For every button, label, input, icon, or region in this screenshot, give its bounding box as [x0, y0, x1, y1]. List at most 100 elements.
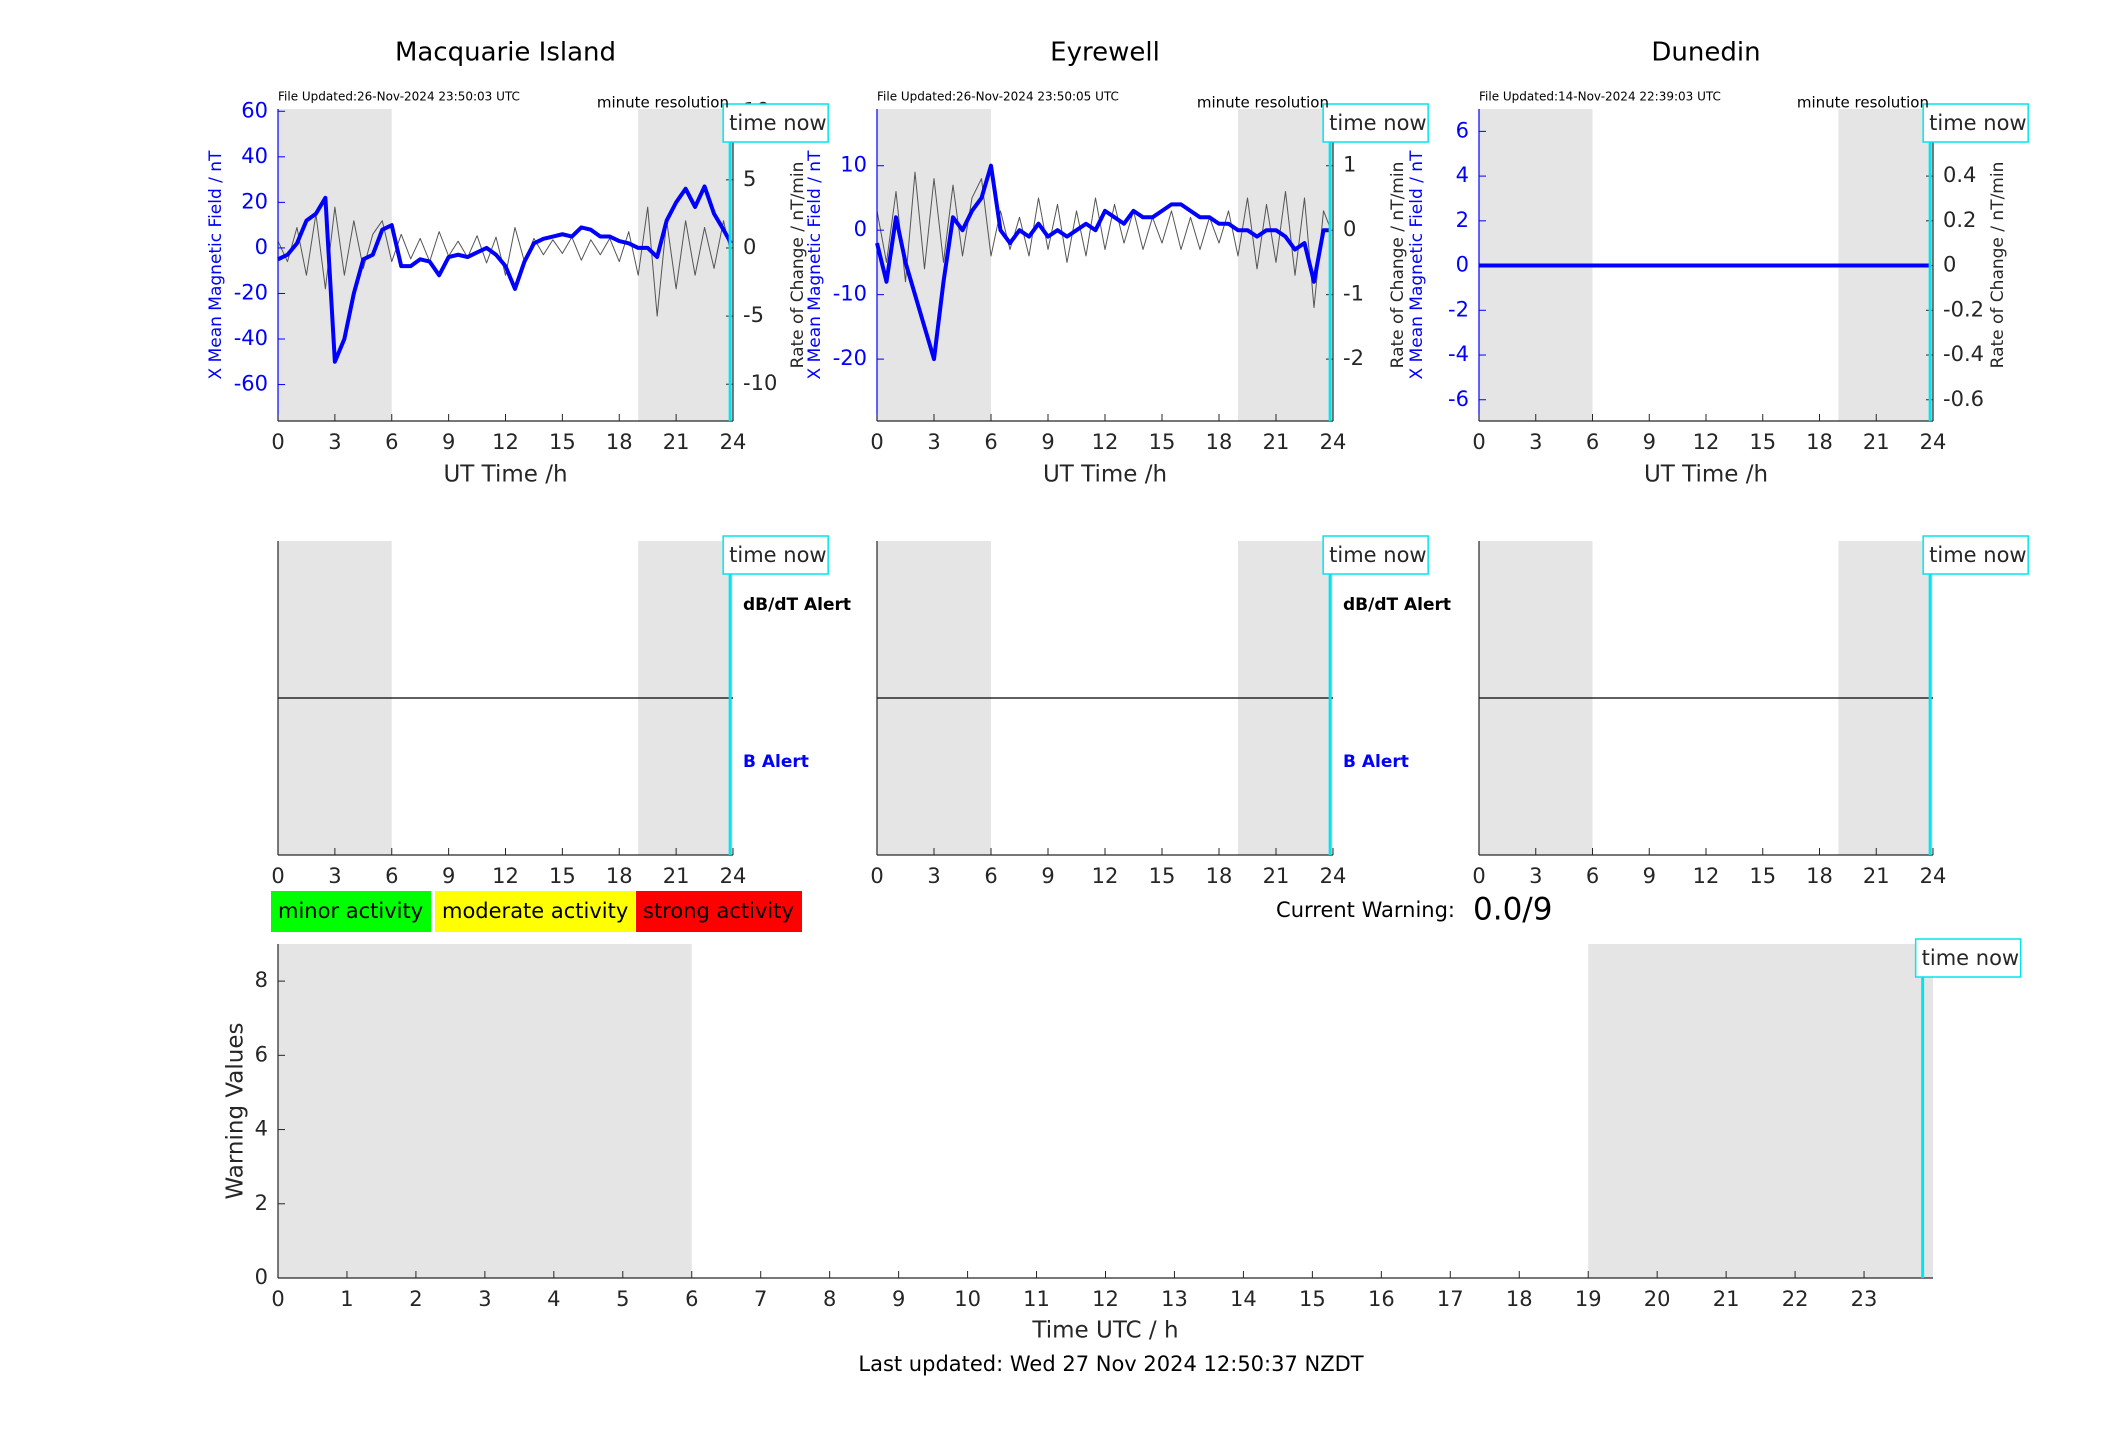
x-tick-label: 0	[870, 864, 883, 888]
time-now-label: time now	[1922, 946, 2019, 970]
x-tick-label: 12	[1092, 1287, 1119, 1311]
time-now-label: time now	[1929, 543, 2026, 567]
x-tick-label: 22	[1782, 1287, 1809, 1311]
legend-label: minor activity	[278, 899, 423, 923]
chart-title: Eyrewell	[1050, 38, 1160, 68]
x-tick-label: 6	[385, 430, 398, 454]
x-tick-label: 23	[1851, 1287, 1878, 1311]
x-tick-label: 21	[1863, 864, 1890, 888]
x-tick-label: 9	[442, 864, 455, 888]
time-now-label: time now	[729, 111, 826, 135]
x-tick-label: 21	[1263, 864, 1290, 888]
x-axis-label: UT Time /h	[443, 462, 567, 488]
alert-label: dB/dT Alert	[743, 595, 851, 615]
x-tick-label: 9	[442, 430, 455, 454]
y-tick-label: -20	[234, 280, 268, 304]
x-tick-label: 3	[1529, 430, 1542, 454]
y2-tick-label: 0.4	[1943, 163, 1976, 187]
y-tick-label: 8	[255, 968, 268, 992]
y-tick-label: -2	[1448, 297, 1469, 321]
x-tick-label: 15	[1749, 430, 1776, 454]
y2-tick-label: 5	[743, 167, 756, 191]
x-tick-label: 14	[1230, 1287, 1257, 1311]
y-tick-label: -20	[833, 346, 867, 370]
night-shade	[638, 109, 733, 421]
y-tick-label: 4	[1456, 163, 1469, 187]
y2-tick-label: 0	[743, 235, 756, 259]
x-axis-label: Time UTC / h	[1031, 1318, 1178, 1344]
x-tick-label: 15	[1149, 864, 1176, 888]
x-tick-label: 12	[1693, 864, 1720, 888]
alert-label: dB/dT Alert	[1343, 595, 1451, 615]
x-tick-label: 3	[1529, 864, 1542, 888]
y2-tick-label: -0.4	[1943, 342, 1984, 366]
time-now-box	[1322, 535, 1429, 575]
y-tick-label: 2	[1456, 208, 1469, 232]
field-line	[277, 184, 733, 364]
time-now-box	[722, 535, 829, 575]
x-axis-label: UT Time /h	[1644, 462, 1768, 488]
x-tick-label: 8	[823, 1287, 836, 1311]
x-tick-label: 24	[720, 864, 747, 888]
y-tick-label: 4	[255, 1117, 268, 1141]
x-tick-label: 20	[1644, 1287, 1671, 1311]
file-updated: File Updated:14-Nov-2024 22:39:03 UTC	[1479, 90, 1721, 104]
y2-axis-label: Rate of Change / nT/min	[788, 162, 808, 369]
x-tick-label: 21	[663, 864, 690, 888]
x-tick-label: 18	[606, 864, 633, 888]
x-tick-label: 0	[271, 1287, 284, 1311]
y-tick-label: 2	[255, 1191, 268, 1215]
legend-swatch	[636, 891, 802, 932]
alert-label: B Alert	[1343, 752, 1409, 772]
y-axis-label: X Mean Magnetic Field / nT	[1407, 150, 1427, 380]
time-now-box	[1922, 103, 2029, 143]
chart-title: Macquarie Island	[395, 38, 616, 68]
y-tick-label: 0	[1456, 253, 1469, 277]
x-tick-label: 6	[1586, 864, 1599, 888]
x-tick-label: 9	[1041, 430, 1054, 454]
alert-label: B Alert	[743, 752, 809, 772]
x-tick-label: 0	[870, 430, 883, 454]
y2-tick-label: -5	[743, 303, 764, 327]
y2-axis-label: Rate of Change / nT/min	[1388, 162, 1408, 369]
y-tick-label: 6	[1456, 118, 1469, 142]
x-tick-label: 15	[1749, 864, 1776, 888]
y2-tick-label: -0.6	[1943, 387, 1984, 411]
x-tick-label: 17	[1437, 1287, 1464, 1311]
x-tick-label: 24	[1320, 864, 1347, 888]
x-tick-label: 15	[549, 864, 576, 888]
x-tick-label: 21	[663, 430, 690, 454]
file-updated: File Updated:26-Nov-2024 23:50:03 UTC	[278, 90, 520, 104]
legend-swatch	[271, 891, 431, 932]
x-tick-label: 24	[1920, 430, 1947, 454]
y-axis-label: X Mean Magnetic Field / nT	[206, 150, 226, 380]
x-tick-label: 12	[492, 430, 519, 454]
x-tick-label: 4	[547, 1287, 560, 1311]
y-axis-label: X Mean Magnetic Field / nT	[805, 150, 825, 380]
x-tick-label: 12	[1693, 430, 1720, 454]
x-tick-label: 11	[1023, 1287, 1050, 1311]
time-now-label: time now	[1329, 111, 1426, 135]
x-tick-label: 24	[720, 430, 747, 454]
y-tick-label: 20	[241, 189, 268, 213]
y2-tick-label: -10	[743, 371, 777, 395]
x-tick-label: 21	[1263, 430, 1290, 454]
legend-swatch	[435, 891, 635, 932]
y-tick-label: 40	[241, 144, 268, 168]
time-now-box	[722, 103, 829, 143]
x-tick-label: 18	[1806, 430, 1833, 454]
x-tick-label: 5	[616, 1287, 629, 1311]
x-tick-label: 9	[1041, 864, 1054, 888]
x-tick-label: 24	[1920, 864, 1947, 888]
x-tick-label: 15	[1149, 430, 1176, 454]
night-shade	[278, 944, 692, 1278]
time-now-label: time now	[1929, 111, 2026, 135]
y-tick-label: 0	[255, 235, 268, 259]
y-axis-label: Warning Values	[223, 1022, 249, 1199]
x-tick-label: 3	[927, 430, 940, 454]
x-tick-label: 3	[328, 864, 341, 888]
x-axis-label: UT Time /h	[1043, 462, 1167, 488]
time-now-box	[1914, 938, 2022, 978]
x-tick-label: 0	[1472, 430, 1485, 454]
x-tick-label: 3	[328, 430, 341, 454]
